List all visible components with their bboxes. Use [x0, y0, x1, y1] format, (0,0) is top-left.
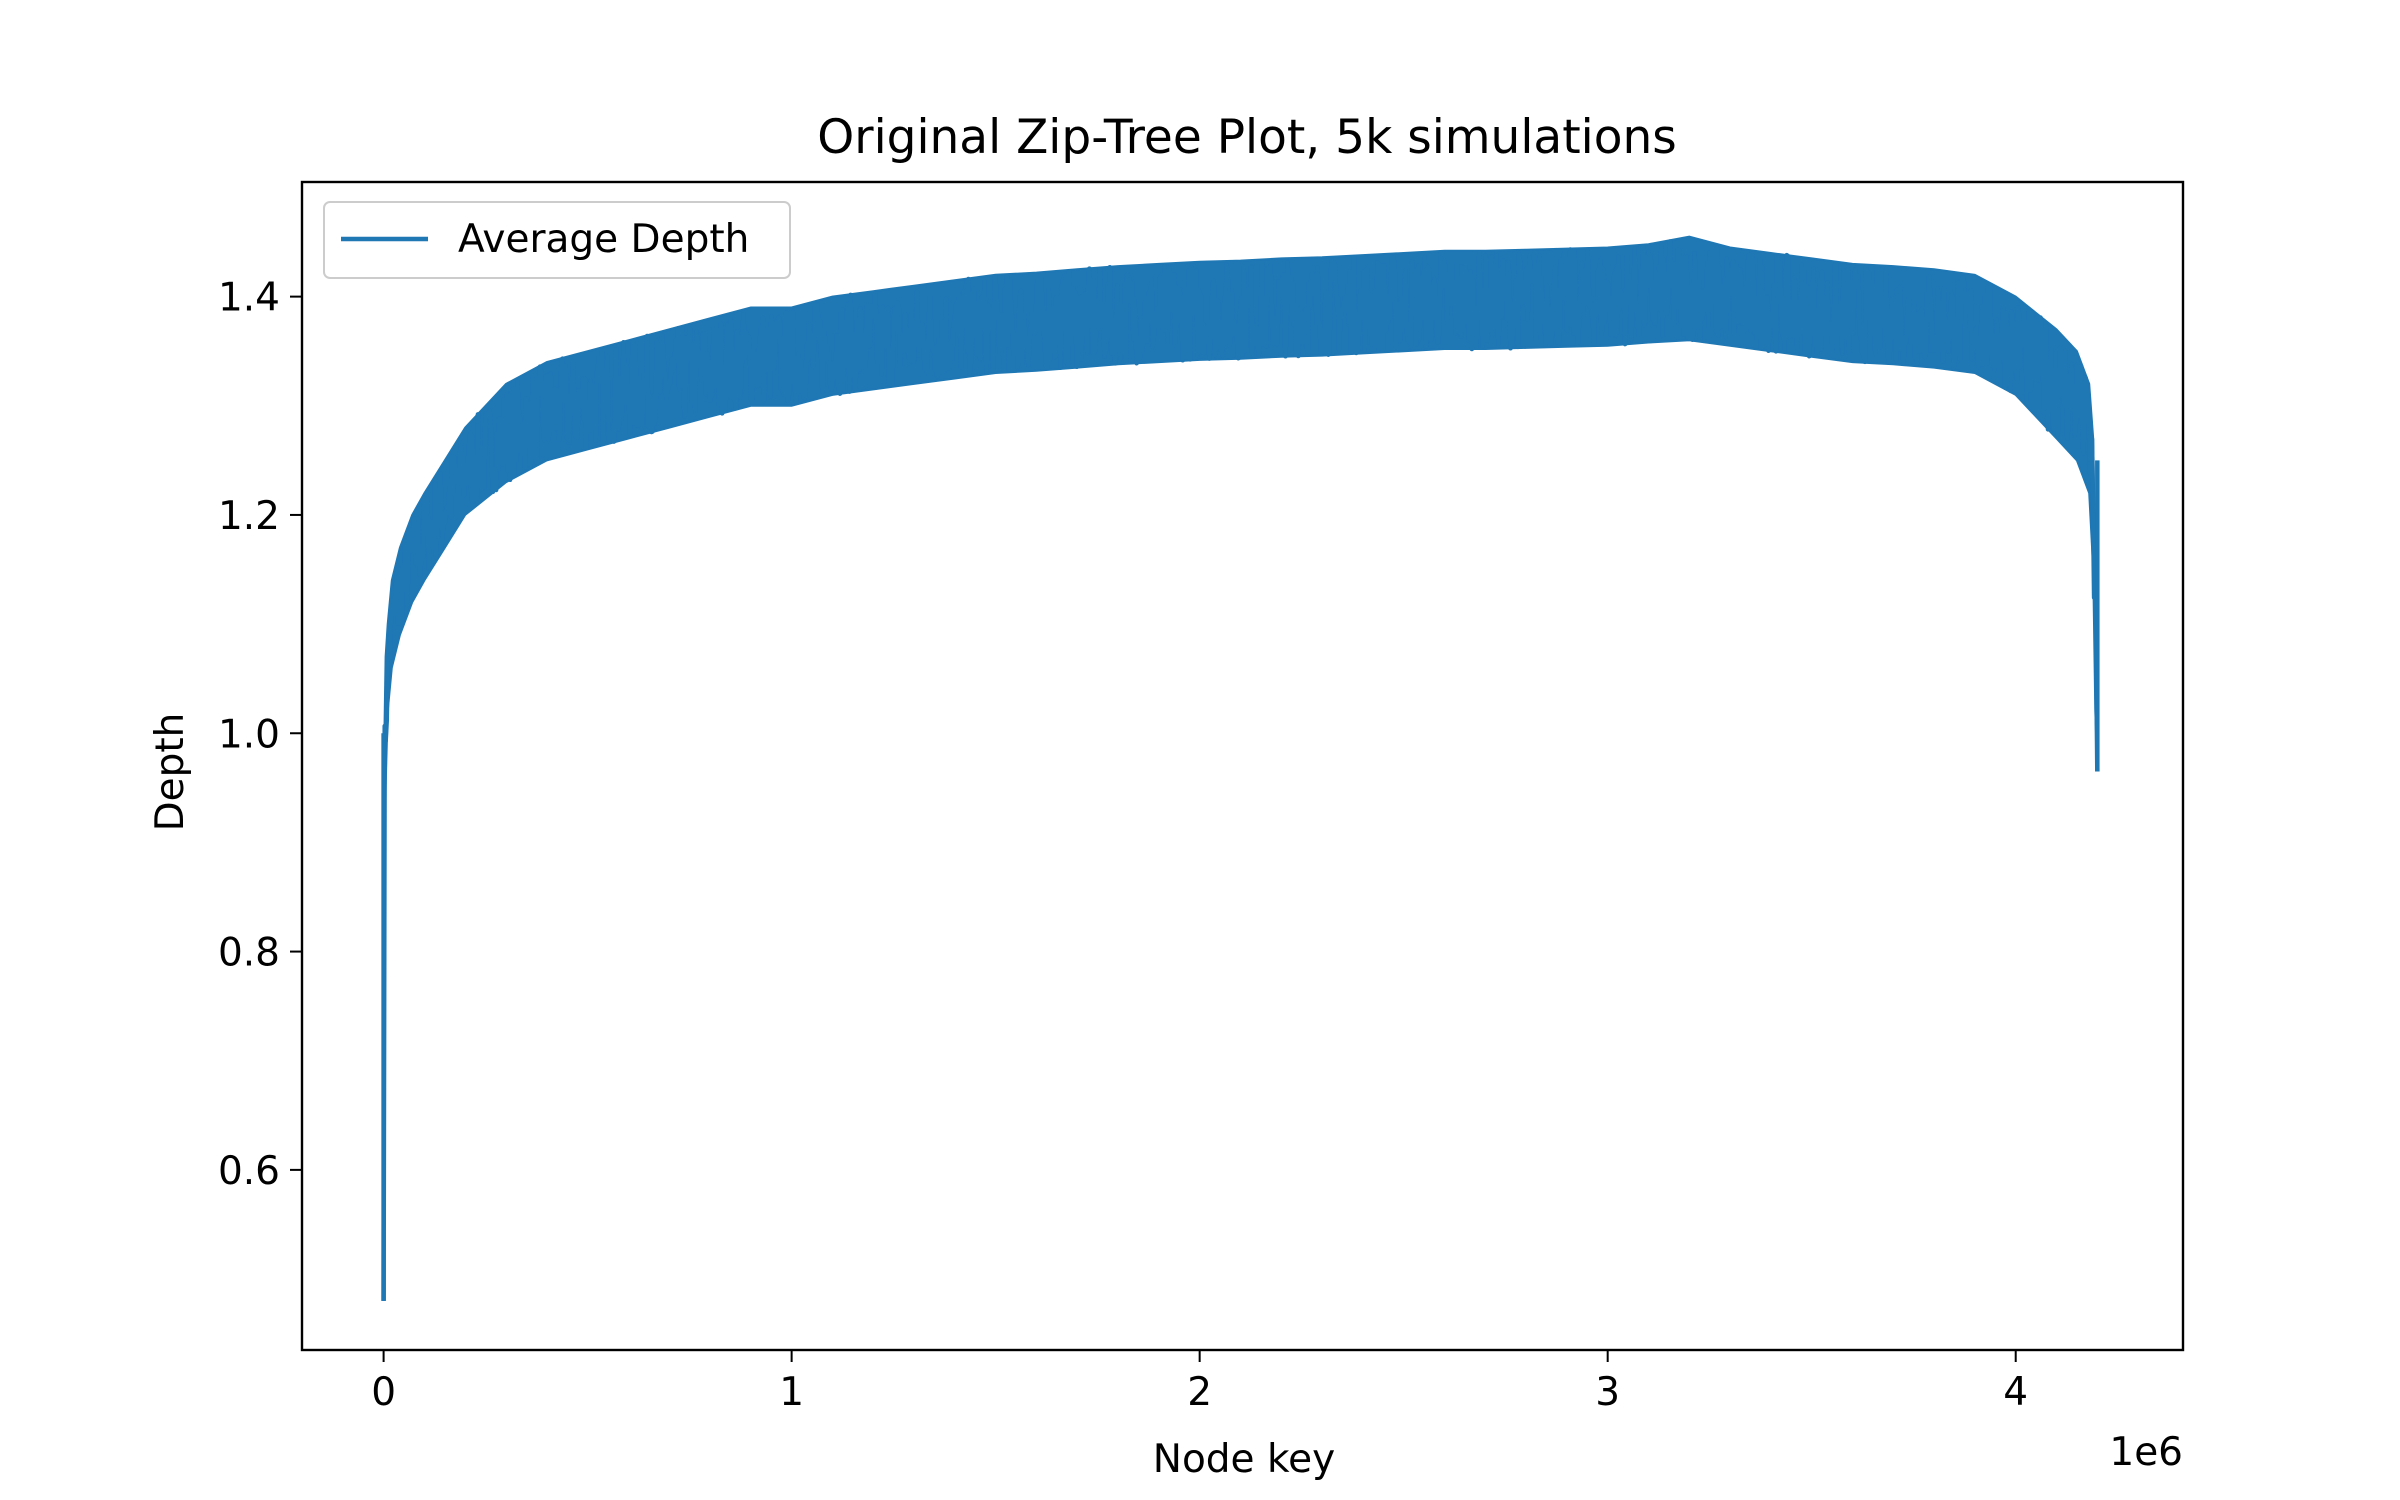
y-tick-label: 0.6 — [218, 1149, 280, 1194]
y-tick-label: 0.8 — [218, 931, 280, 976]
x-tick-label: 4 — [2003, 1370, 2028, 1415]
legend-label: Average Depth — [458, 217, 749, 262]
x-axis-label: Node key — [1153, 1437, 1335, 1482]
y-axis: 0.6 0.8 1.0 1.2 1.4 — [218, 276, 302, 1194]
plot-area — [300, 180, 2185, 1352]
x-tick-label: 1 — [779, 1370, 804, 1415]
chart-title: Original Zip-Tree Plot, 5k simulations — [817, 110, 1676, 165]
y-axis-label: Depth — [148, 713, 193, 832]
x-axis: 0 1 2 3 4 — [371, 1350, 2028, 1415]
y-tick-label: 1.2 — [218, 494, 280, 539]
x-axis-offset-label: 1e6 — [2109, 1430, 2183, 1475]
series-line-layer — [381, 239, 2100, 1301]
series-line-average-depth — [381, 239, 2100, 1301]
x-tick-label: 2 — [1187, 1370, 1212, 1415]
legend-frame — [323, 201, 791, 279]
x-tick-label: 3 — [1595, 1370, 1620, 1415]
plot-frame — [300, 180, 2185, 1352]
y-tick-label: 1.0 — [218, 712, 280, 757]
x-tick-label: 0 — [371, 1370, 396, 1415]
y-tick-label: 1.4 — [218, 276, 280, 321]
legend: Average Depth — [323, 201, 791, 279]
